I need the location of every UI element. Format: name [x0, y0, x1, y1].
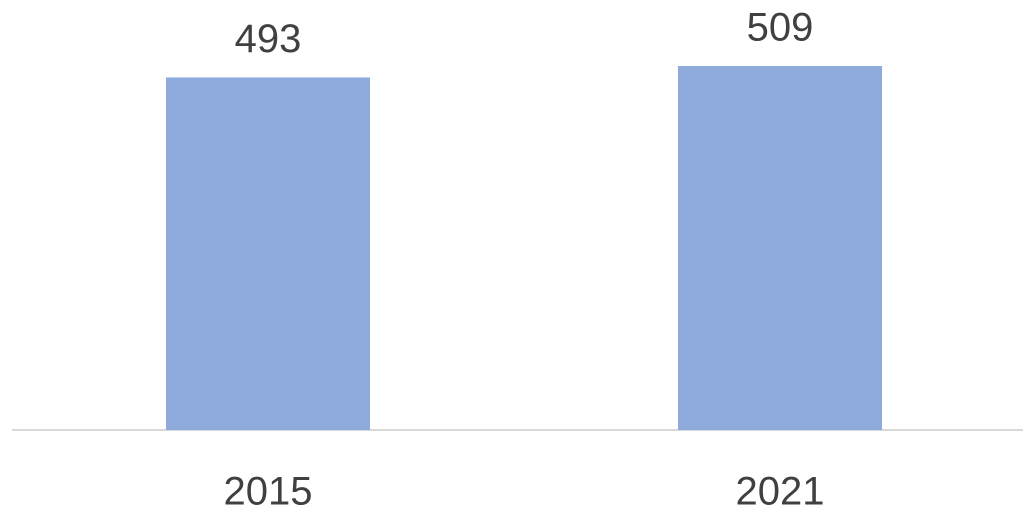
data-label: 509	[747, 6, 814, 50]
x-tick-label: 2021	[736, 470, 825, 511]
data-label: 493	[235, 17, 302, 61]
x-tick-label: 2015	[224, 470, 313, 511]
bar	[166, 77, 370, 430]
bar	[678, 66, 882, 430]
